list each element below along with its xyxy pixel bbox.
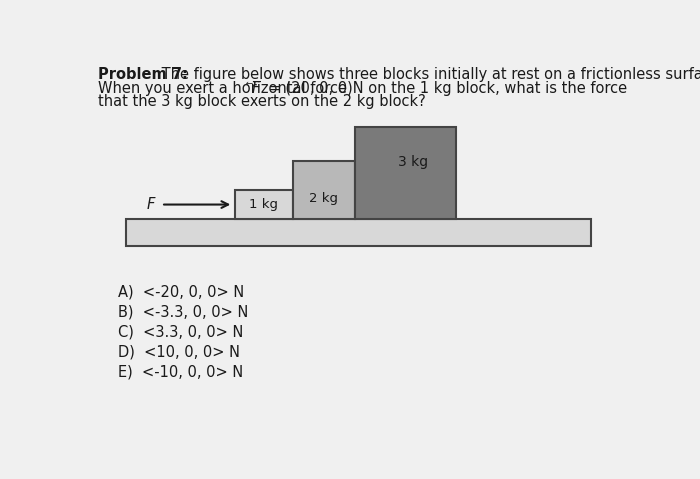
Text: The figure below shows three blocks initially at rest on a frictionless surface.: The figure below shows three blocks init…: [158, 67, 700, 82]
Text: D)  <10, 0, 0> N: D) <10, 0, 0> N: [118, 345, 241, 360]
Text: 2 kg: 2 kg: [309, 193, 338, 205]
Text: = (20, 0, 0)N on the 1 kg block, what is the force: = (20, 0, 0)N on the 1 kg block, what is…: [264, 80, 627, 96]
Bar: [293, 161, 355, 219]
Bar: [234, 190, 293, 219]
Text: ⃖F̅: ⃖F̅: [253, 80, 262, 96]
Text: B)  <-3.3, 0, 0> N: B) <-3.3, 0, 0> N: [118, 305, 249, 319]
Bar: [355, 127, 456, 219]
Bar: [126, 219, 592, 246]
Text: 1 kg: 1 kg: [249, 198, 279, 211]
Text: F: F: [146, 197, 155, 212]
Text: 3 kg: 3 kg: [398, 155, 428, 169]
Text: Problem 7:: Problem 7:: [98, 67, 188, 82]
Text: When you exert a horizontal force: When you exert a horizontal force: [98, 80, 352, 96]
Text: E)  <-10, 0, 0> N: E) <-10, 0, 0> N: [118, 365, 244, 380]
Text: A)  <-20, 0, 0> N: A) <-20, 0, 0> N: [118, 285, 245, 300]
Text: C)  <3.3, 0, 0> N: C) <3.3, 0, 0> N: [118, 325, 244, 340]
Text: that the 3 kg block exerts on the 2 kg block?: that the 3 kg block exerts on the 2 kg b…: [98, 94, 426, 109]
